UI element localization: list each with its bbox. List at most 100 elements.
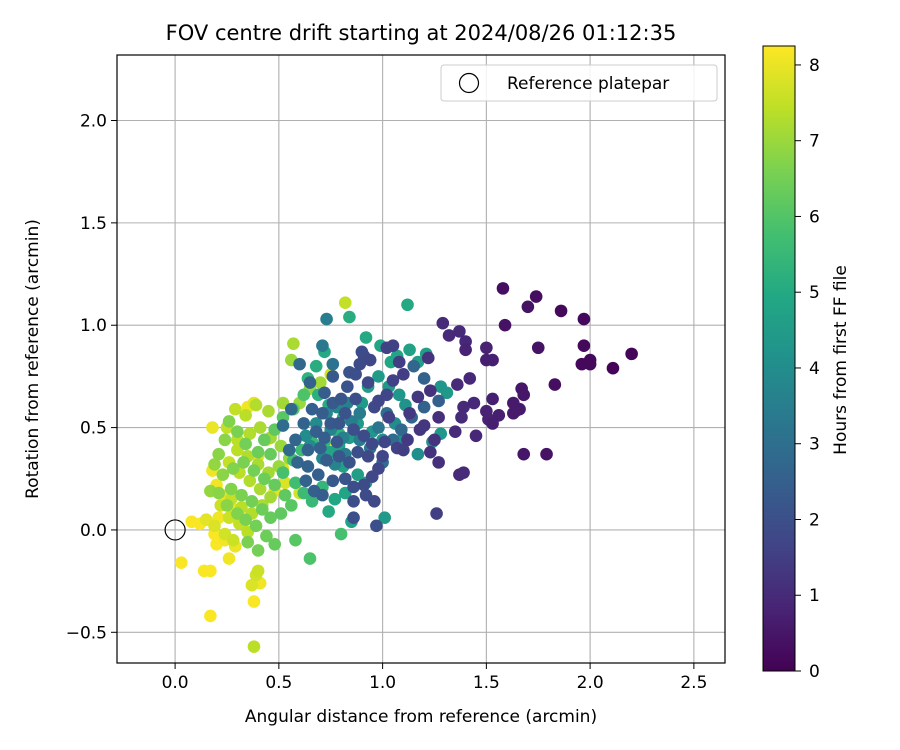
scatter-point xyxy=(264,490,277,504)
scatter-point xyxy=(347,511,360,524)
scatter-point xyxy=(378,511,391,524)
x-tick-label: 2.5 xyxy=(680,673,707,693)
scatter-point xyxy=(303,552,317,565)
scatter-point xyxy=(421,351,435,365)
scatter-point xyxy=(434,380,448,393)
scatter-point xyxy=(251,445,265,459)
scatter-point xyxy=(291,456,304,469)
scatter-point xyxy=(363,353,377,367)
scatter-point xyxy=(243,474,257,488)
scatter-point xyxy=(432,394,445,408)
scatter-point xyxy=(328,492,342,506)
scatter-point xyxy=(338,296,352,310)
scatter-point xyxy=(249,519,263,533)
scatter-point xyxy=(343,456,356,469)
scatter-point xyxy=(220,499,234,512)
scatter-point xyxy=(411,390,425,404)
colorbar-tick-label: 4 xyxy=(809,359,820,379)
scatter-point xyxy=(341,380,354,393)
scatter-point xyxy=(349,392,362,406)
x-axis-label: Angular distance from reference (arcmin) xyxy=(245,707,597,727)
scatter-point xyxy=(351,468,365,481)
scatter-point xyxy=(314,441,327,455)
y-tick-label: 1.5 xyxy=(80,214,107,234)
scatter-point xyxy=(357,478,371,492)
scatter-point xyxy=(262,404,275,418)
scatter-point xyxy=(297,388,311,402)
scatter-point xyxy=(370,519,383,533)
y-tick-label: 1.0 xyxy=(80,316,107,336)
scatter-point xyxy=(413,423,427,436)
scatter-point xyxy=(531,341,545,355)
scatter-point xyxy=(245,578,259,592)
scatter-point xyxy=(392,388,406,402)
scatter-point xyxy=(235,488,248,502)
scatter-point xyxy=(330,435,344,449)
scatter-point xyxy=(517,447,531,461)
legend-reference-marker xyxy=(458,72,480,94)
scatter-point xyxy=(401,298,414,312)
scatter-point xyxy=(338,472,352,486)
scatter-point xyxy=(326,370,340,383)
scatter-point xyxy=(318,386,331,400)
y-tick-label: 0.5 xyxy=(80,419,107,439)
scatter-point xyxy=(453,325,466,338)
scatter-point xyxy=(517,388,531,402)
scatter-point xyxy=(231,425,244,438)
scatter-point xyxy=(347,423,360,436)
scatter-point xyxy=(583,357,597,371)
legend-label: Reference platepar xyxy=(507,74,669,94)
colorbar-tick-label: 8 xyxy=(809,56,820,76)
scatter-point xyxy=(175,556,188,569)
scatter-point xyxy=(297,417,311,430)
scatter-point xyxy=(264,511,277,524)
colorbar-tick-label: 5 xyxy=(809,283,820,303)
data-points xyxy=(175,282,638,653)
scatter-point xyxy=(303,376,317,389)
scatter-point xyxy=(255,503,269,516)
scatter-point xyxy=(347,494,360,508)
scatter-point xyxy=(245,494,259,508)
scatter-point xyxy=(428,433,441,447)
scatter-point xyxy=(407,359,421,373)
scatter-point xyxy=(334,527,348,541)
scatter-point xyxy=(249,398,263,412)
scatter-point xyxy=(314,376,327,389)
scatter-point xyxy=(368,494,381,508)
scatter-point xyxy=(309,359,323,373)
scatter-point xyxy=(372,370,385,383)
reference-marker xyxy=(164,519,186,541)
y-tick-label: 0.0 xyxy=(80,521,107,541)
scatter-point xyxy=(222,415,236,428)
x-tick-label: 2.0 xyxy=(577,673,604,693)
scatter-point xyxy=(311,468,325,481)
scatter-point xyxy=(316,339,329,352)
scatter-point xyxy=(239,513,252,527)
scatter-point xyxy=(457,400,470,414)
scatter-point xyxy=(424,445,437,459)
scatter-point xyxy=(239,437,252,451)
scatter-point xyxy=(357,429,371,443)
scatter-point xyxy=(301,460,315,473)
scatter-point xyxy=(480,341,493,355)
scatter-point xyxy=(496,282,510,295)
scatter-point xyxy=(305,494,319,508)
scatter-point xyxy=(349,368,362,381)
plot-area-frame xyxy=(116,54,726,664)
scatter-point xyxy=(253,482,267,496)
scatter-point xyxy=(289,433,302,447)
colorbar-tick-label: 7 xyxy=(809,132,820,152)
scatter-point xyxy=(401,433,414,447)
scatter-point xyxy=(318,431,331,445)
scatter-point xyxy=(239,408,252,422)
scatter-point xyxy=(432,411,445,424)
scatter-point xyxy=(293,357,306,371)
scatter-point xyxy=(451,378,464,391)
scatter-point xyxy=(353,406,367,420)
scatter-point xyxy=(361,376,375,389)
colorbar-tick-label: 1 xyxy=(809,586,820,606)
scatter-point xyxy=(218,433,232,447)
scatter-point xyxy=(507,406,520,420)
scatter-point xyxy=(372,421,385,434)
scatter-point xyxy=(606,361,620,375)
